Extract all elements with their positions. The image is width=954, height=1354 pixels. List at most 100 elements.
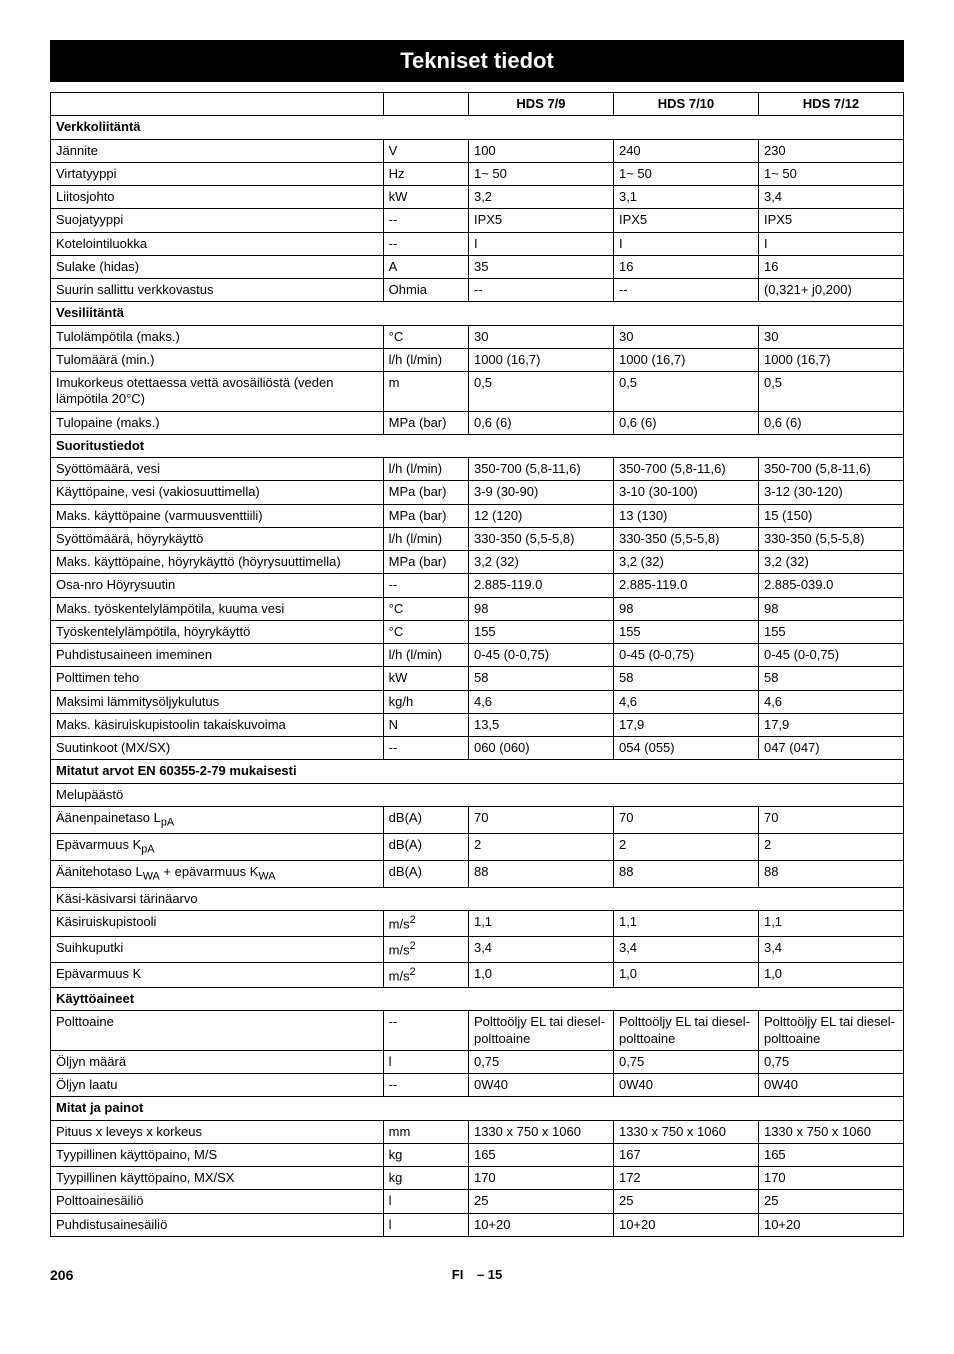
row-unit: m/s2	[383, 936, 468, 962]
row-c2: 3,1	[613, 186, 758, 209]
row-c2: Polttoöljy EL tai diesel-polttoaine	[613, 1011, 758, 1051]
row-label: Työskentelylämpötila, höyrykäyttö	[51, 620, 384, 643]
row-unit: --	[383, 737, 468, 760]
row-c1: 155	[468, 620, 613, 643]
row-c1: 3-9 (30-90)	[468, 481, 613, 504]
row-unit: kW	[383, 667, 468, 690]
row-c1: 1330 x 750 x 1060	[468, 1120, 613, 1143]
row-c1: 060 (060)	[468, 737, 613, 760]
table-row: Tyypillinen käyttöpaino, M/Skg165167165	[51, 1143, 904, 1166]
table-header-row: HDS 7/9 HDS 7/10 HDS 7/12	[51, 93, 904, 116]
row-c2: --	[613, 279, 758, 302]
row-unit: mm	[383, 1120, 468, 1143]
row-c2: 17,9	[613, 713, 758, 736]
row-label: Virtatyyppi	[51, 162, 384, 185]
row-unit: --	[383, 209, 468, 232]
row-unit: Ohmia	[383, 279, 468, 302]
row-c3: 3,4	[758, 186, 903, 209]
row-c1: 2.885-119.0	[468, 574, 613, 597]
row-c2: 1000 (16,7)	[613, 348, 758, 371]
row-label: Tulopaine (maks.)	[51, 411, 384, 434]
row-c2: 0W40	[613, 1074, 758, 1097]
table-row: Epävarmuus Km/s21,01,01,0	[51, 962, 904, 988]
table-row: Puhdistusainesäiliöl10+2010+2010+20	[51, 1213, 904, 1236]
table-row: LiitosjohtokW3,23,13,4	[51, 186, 904, 209]
row-unit: kg	[383, 1167, 468, 1190]
row-unit: kg	[383, 1143, 468, 1166]
table-row: Maks. käyttöpaine (varmuusventtiili)MPa …	[51, 504, 904, 527]
table-row: Öljyn laatu--0W400W400W40	[51, 1074, 904, 1097]
row-unit: kg/h	[383, 690, 468, 713]
row-unit: m/s2	[383, 911, 468, 937]
row-label: Käsiruiskupistooli	[51, 911, 384, 937]
sub-header: Käsi-käsivarsi tärinäarvo	[51, 888, 904, 911]
row-c1: 165	[468, 1143, 613, 1166]
header-blank	[51, 93, 384, 116]
row-c1: 3,2	[468, 186, 613, 209]
row-c3: 70	[758, 806, 903, 833]
row-unit: m	[383, 372, 468, 412]
row-c3: 3,2 (32)	[758, 551, 903, 574]
row-c1: 0,5	[468, 372, 613, 412]
row-c1: 35	[468, 255, 613, 278]
row-c3: 330-350 (5,5-5,8)	[758, 527, 903, 550]
row-label: Puhdistusainesäiliö	[51, 1213, 384, 1236]
row-c2: I	[613, 232, 758, 255]
table-row: Kotelointiluokka--III	[51, 232, 904, 255]
row-c2: 0-45 (0-0,75)	[613, 644, 758, 667]
row-c1: 0,75	[468, 1050, 613, 1073]
row-label: Äänitehotaso LWA + epävarmuus KWA	[51, 861, 384, 888]
section-header: Vesiliitäntä	[51, 302, 904, 325]
row-c2: 167	[613, 1143, 758, 1166]
row-label: Puhdistusaineen imeminen	[51, 644, 384, 667]
row-c2: 240	[613, 139, 758, 162]
row-label: Öljyn määrä	[51, 1050, 384, 1073]
row-c1: 58	[468, 667, 613, 690]
row-c1: 70	[468, 806, 613, 833]
row-unit: m/s2	[383, 962, 468, 988]
row-c3: Polttoöljy EL tai diesel-polttoaine	[758, 1011, 903, 1051]
row-unit: --	[383, 574, 468, 597]
row-label: Maks. käsiruiskupistoolin takaiskuvoima	[51, 713, 384, 736]
row-c1: 12 (120)	[468, 504, 613, 527]
row-c3: 2	[758, 833, 903, 860]
row-c3: 58	[758, 667, 903, 690]
table-row: Käyttöpaine, vesi (vakiosuuttimella)MPa …	[51, 481, 904, 504]
row-c1: 1,0	[468, 962, 613, 988]
row-c2: 16	[613, 255, 758, 278]
row-unit: dB(A)	[383, 861, 468, 888]
row-unit: l	[383, 1213, 468, 1236]
table-row: Polttoaine--Polttoöljy EL tai diesel-pol…	[51, 1011, 904, 1051]
row-c3: 0,75	[758, 1050, 903, 1073]
row-c1: 0-45 (0-0,75)	[468, 644, 613, 667]
row-c2: 330-350 (5,5-5,8)	[613, 527, 758, 550]
row-c3: 25	[758, 1190, 903, 1213]
row-unit: dB(A)	[383, 833, 468, 860]
row-c3: 0W40	[758, 1074, 903, 1097]
row-unit: --	[383, 1074, 468, 1097]
row-c2: 172	[613, 1167, 758, 1190]
table-row: Maks. työskentelylämpötila, kuuma vesi°C…	[51, 597, 904, 620]
row-label: Suutinkoot (MX/SX)	[51, 737, 384, 760]
row-c1: 25	[468, 1190, 613, 1213]
row-c3: 16	[758, 255, 903, 278]
row-c3: 17,9	[758, 713, 903, 736]
table-row: Maks. käsiruiskupistoolin takaiskuvoimaN…	[51, 713, 904, 736]
row-unit: °C	[383, 325, 468, 348]
table-row: Öljyn määräl0,750,750,75	[51, 1050, 904, 1073]
row-unit: A	[383, 255, 468, 278]
row-label: Öljyn laatu	[51, 1074, 384, 1097]
specs-table: HDS 7/9 HDS 7/10 HDS 7/12 Verkkoliitäntä…	[50, 92, 904, 1237]
row-unit: kW	[383, 186, 468, 209]
row-c3: 1,1	[758, 911, 903, 937]
row-c2: 30	[613, 325, 758, 348]
table-row: Maks. käyttöpaine, höyrykäyttö (höyrysuu…	[51, 551, 904, 574]
row-unit: l/h (l/min)	[383, 644, 468, 667]
row-label: Maks. työskentelylämpötila, kuuma vesi	[51, 597, 384, 620]
row-label: Epävarmuus K	[51, 962, 384, 988]
row-c1: 3,4	[468, 936, 613, 962]
row-c1: 3,2 (32)	[468, 551, 613, 574]
table-row: Maksimi lämmitysöljykulutuskg/h4,64,64,6	[51, 690, 904, 713]
table-row: Tulomäärä (min.)l/h (l/min)1000 (16,7)10…	[51, 348, 904, 371]
row-label: Maks. käyttöpaine (varmuusventtiili)	[51, 504, 384, 527]
